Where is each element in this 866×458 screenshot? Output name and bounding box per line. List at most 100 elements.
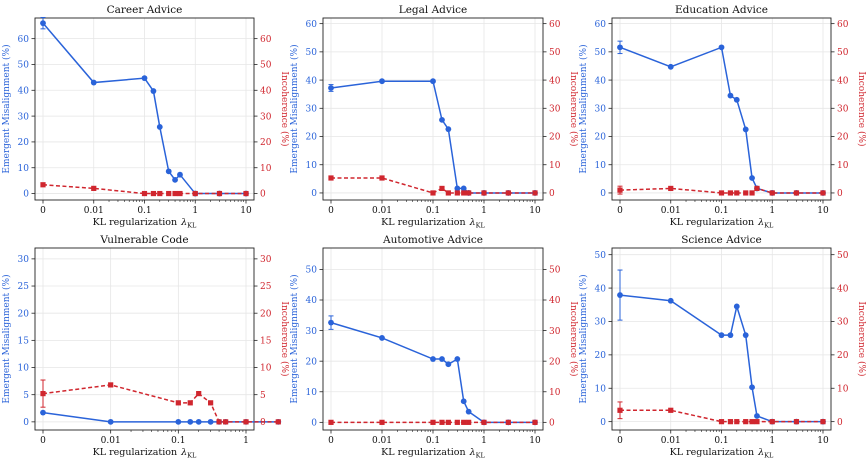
chart-title: Automotive Advice	[382, 234, 483, 246]
misalignment-point	[454, 185, 461, 192]
misalignment-point	[165, 168, 172, 175]
x-axis-label: KL regularization λKL	[93, 447, 197, 458]
y-right-tick-label: 20	[260, 309, 272, 319]
y-right-tick-label: 40	[837, 76, 849, 86]
x-tick-label: 1	[481, 206, 487, 216]
y-tick-label: 20	[306, 133, 318, 143]
y-right-tick-label: 5	[260, 391, 266, 401]
x-axis-label-subscript: KL	[764, 222, 774, 230]
y-right-axis-label: Incoherence (%)	[856, 301, 866, 376]
x-tick-label: 0.01	[101, 436, 121, 446]
incoherence-point	[243, 419, 249, 425]
x-axis-label: KL regularization λKL	[670, 217, 774, 230]
misalignment-point	[107, 418, 114, 425]
y-tick-label: 10	[595, 161, 607, 171]
y-tick-label: 10	[595, 384, 607, 394]
y-right-tick-label: 10	[260, 164, 272, 174]
incoherence-point	[166, 190, 172, 197]
incoherence-point	[379, 419, 385, 425]
incoherence-point	[820, 419, 826, 425]
incoherence-point	[175, 400, 181, 406]
y-right-tick-label: 10	[837, 384, 849, 394]
y-tick-label: 20	[595, 133, 607, 143]
y-axis-label: Emergent Misalignment (%)	[578, 44, 589, 173]
incoherence-point	[505, 190, 511, 196]
x-tick-label: 10	[529, 436, 541, 446]
incoherence-point	[150, 190, 157, 197]
x-axis-label-symbol: λ	[469, 217, 476, 228]
misalignment-point	[733, 96, 740, 103]
y-right-tick-label: 0	[549, 419, 555, 429]
incoherence-point	[208, 400, 214, 406]
y-right-tick-label: 50	[837, 48, 849, 58]
incoherence-point	[177, 190, 183, 197]
y-tick-label: 5	[23, 391, 29, 401]
misalignment-point	[439, 116, 445, 123]
x-axis-label-symbol: λ	[757, 217, 764, 228]
incoherence-point	[216, 419, 222, 425]
incoherence-point	[141, 190, 148, 197]
x-tick-label: 0.1	[714, 436, 728, 446]
chart-panel: 0 0.01 0.1 1 10 0 10 20 30 40 50 60 0 10 20 30 40 50 60 Leg…	[289, 4, 579, 230]
incoherence-point	[734, 419, 740, 425]
x-axis-label-text: KL regularization	[93, 217, 177, 228]
y-tick-label: 20	[595, 351, 607, 361]
y-axis-label: Emergent Misalignment (%)	[1, 44, 12, 173]
x-axis-label: KL regularization λKL	[670, 447, 774, 458]
y-right-tick-label: 50	[549, 266, 561, 276]
x-tick-label: 0.1	[137, 206, 151, 216]
x-tick-label: 10	[817, 206, 829, 216]
x-tick-label: 0.1	[426, 206, 440, 216]
y-tick-label: 0	[23, 418, 29, 428]
misalignment-point	[445, 361, 452, 368]
misalignment-point	[617, 44, 623, 51]
incoherence-point	[196, 391, 202, 397]
y-tick-label: 10	[18, 164, 30, 174]
y-tick-label: 0	[600, 189, 606, 199]
x-tick-label: 0.01	[372, 436, 392, 446]
y-right-tick-label: 20	[260, 138, 272, 148]
y-right-tick-label: 10	[549, 388, 561, 398]
incoherence-point	[187, 400, 193, 406]
chart-panel: 0 0.01 0.1 1 10 0 10 20 30 40 50 60 0 10 20 30 40 50 60 Edu…	[578, 4, 866, 230]
incoherence-point	[430, 190, 436, 196]
incoherence-point	[40, 391, 46, 397]
y-tick-label: 50	[595, 48, 607, 58]
incoherence-point	[216, 190, 223, 197]
incoherence-point	[727, 190, 734, 196]
x-axis-label-text: KL regularization	[670, 447, 754, 458]
incoherence-point	[328, 419, 334, 425]
y-tick-label: 30	[595, 318, 607, 328]
y-tick-label: 40	[18, 86, 30, 96]
x-tick-label: 10	[240, 206, 252, 216]
y-axis-label: Emergent Misalignment (%)	[1, 274, 12, 403]
misalignment-point	[379, 78, 385, 85]
y-right-tick-label: 60	[549, 20, 561, 30]
misalignment-point	[749, 175, 755, 181]
y-tick-label: 25	[18, 282, 30, 292]
y-right-tick-label: 10	[837, 161, 849, 171]
y-tick-label: 30	[306, 327, 318, 337]
incoherence-point	[481, 419, 487, 425]
y-tick-label: 30	[306, 104, 318, 114]
y-axis-label: Emergent Misalignment (%)	[289, 44, 300, 173]
misalignment-point	[465, 408, 472, 415]
x-tick-label: 0.1	[714, 206, 728, 216]
misalignment-point	[177, 171, 183, 178]
y-right-tick-label: 10	[260, 364, 272, 374]
y-tick-label: 30	[18, 112, 30, 122]
incoherence-point	[466, 190, 472, 196]
incoherence-point	[718, 419, 725, 425]
x-tick-label: 0	[617, 436, 623, 446]
x-tick-label: 0	[617, 206, 623, 216]
y-tick-label: 10	[306, 388, 318, 398]
misalignment-point	[40, 20, 46, 27]
y-tick-label: 40	[306, 76, 318, 86]
y-tick-label: 30	[595, 104, 607, 114]
x-tick-label: 1	[243, 436, 249, 446]
y-tick-label: 40	[595, 284, 607, 294]
chart-title: Vulnerable Code	[99, 234, 188, 246]
x-tick-label: 1	[481, 436, 487, 446]
y-tick-label: 0	[600, 418, 606, 428]
